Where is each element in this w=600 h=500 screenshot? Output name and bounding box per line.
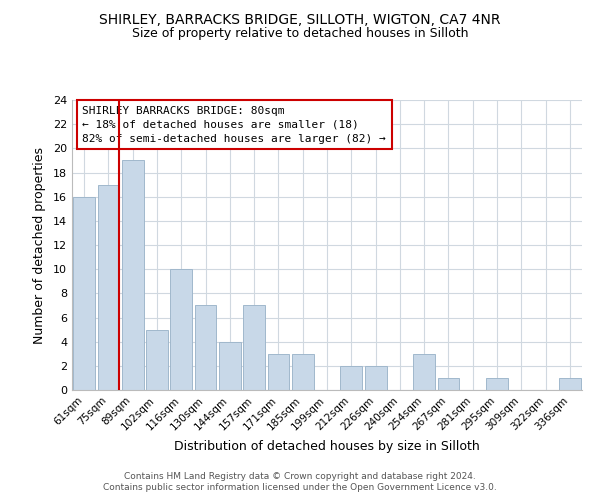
- Bar: [365, 366, 386, 390]
- Bar: [194, 306, 217, 390]
- Text: SHIRLEY, BARRACKS BRIDGE, SILLOTH, WIGTON, CA7 4NR: SHIRLEY, BARRACKS BRIDGE, SILLOTH, WIGTO…: [99, 12, 501, 26]
- Bar: [73, 196, 95, 390]
- Text: Contains HM Land Registry data © Crown copyright and database right 2024.: Contains HM Land Registry data © Crown c…: [124, 472, 476, 481]
- Bar: [146, 330, 168, 390]
- Bar: [219, 342, 241, 390]
- Bar: [413, 354, 435, 390]
- Bar: [340, 366, 362, 390]
- Text: Size of property relative to detached houses in Silloth: Size of property relative to detached ho…: [132, 28, 468, 40]
- Bar: [268, 354, 289, 390]
- Text: SHIRLEY BARRACKS BRIDGE: 80sqm
← 18% of detached houses are smaller (18)
82% of : SHIRLEY BARRACKS BRIDGE: 80sqm ← 18% of …: [82, 106, 386, 144]
- Bar: [97, 184, 119, 390]
- Y-axis label: Number of detached properties: Number of detached properties: [33, 146, 46, 344]
- Bar: [243, 306, 265, 390]
- Text: Contains public sector information licensed under the Open Government Licence v3: Contains public sector information licen…: [103, 484, 497, 492]
- Bar: [122, 160, 143, 390]
- Bar: [437, 378, 460, 390]
- Bar: [559, 378, 581, 390]
- Bar: [170, 269, 192, 390]
- Bar: [486, 378, 508, 390]
- Bar: [292, 354, 314, 390]
- X-axis label: Distribution of detached houses by size in Silloth: Distribution of detached houses by size …: [174, 440, 480, 453]
